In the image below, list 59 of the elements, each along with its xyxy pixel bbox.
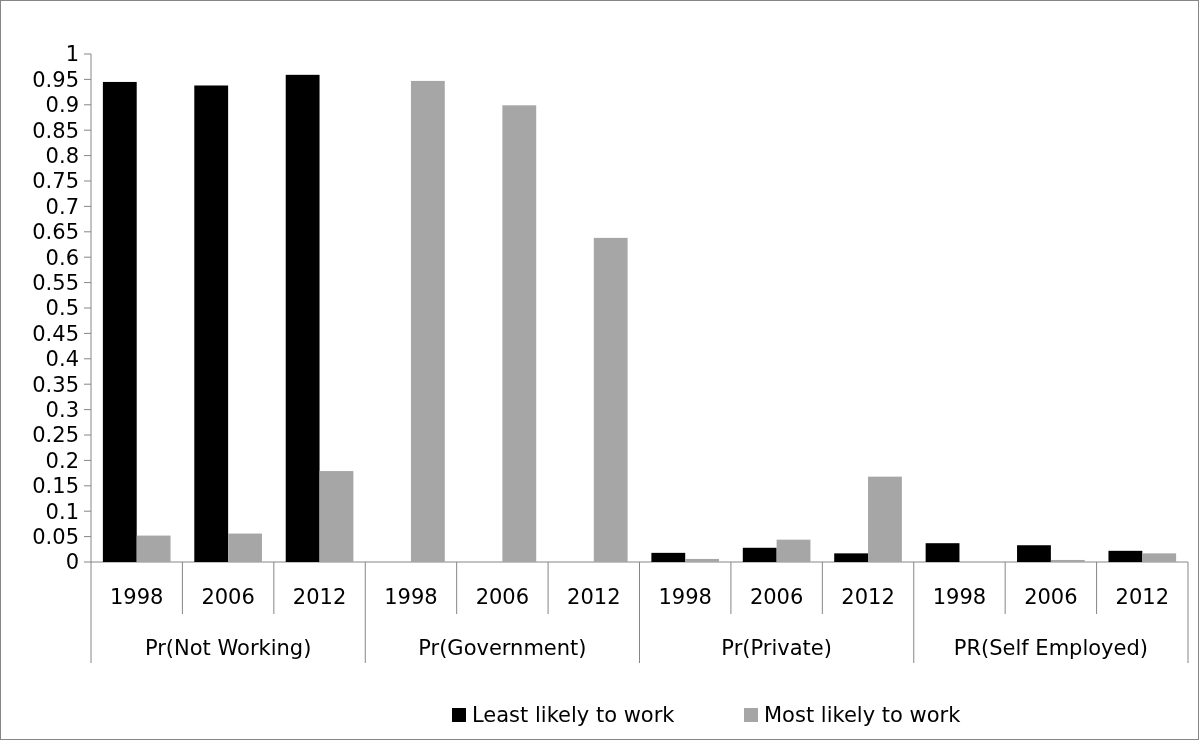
bar bbox=[102, 81, 137, 562]
y-tick-label: 0.7 bbox=[45, 194, 79, 219]
bar bbox=[651, 552, 686, 562]
y-tick-label: 0.3 bbox=[45, 397, 79, 422]
bar bbox=[593, 237, 628, 562]
y-tick-label: 0.65 bbox=[32, 220, 79, 245]
bar bbox=[834, 553, 869, 562]
x-tick-label: 2006 bbox=[749, 585, 804, 610]
bar bbox=[776, 539, 811, 562]
y-tick-label: 0 bbox=[65, 550, 79, 575]
bar bbox=[228, 533, 262, 562]
bar bbox=[925, 543, 960, 562]
y-tick-label: 0.15 bbox=[32, 474, 79, 499]
bar bbox=[1142, 553, 1177, 562]
bar bbox=[1017, 545, 1051, 562]
y-tick-label: 0.55 bbox=[32, 270, 79, 295]
x-tick-label: 2012 bbox=[567, 585, 621, 610]
bar bbox=[1050, 559, 1085, 562]
y-tick-label: 0.8 bbox=[45, 143, 79, 168]
y-tick-label: 0.05 bbox=[32, 524, 79, 549]
y-tick-label: 0.2 bbox=[45, 448, 79, 473]
x-tick-label: 1998 bbox=[932, 585, 987, 610]
y-tick-label: 0.75 bbox=[32, 169, 79, 194]
x-tick-label: 2012 bbox=[841, 585, 895, 610]
y-tick-label: 0.35 bbox=[32, 372, 79, 397]
y-tick-label: 0.95 bbox=[32, 67, 79, 92]
y-tick-label: 1 bbox=[65, 42, 79, 67]
bar bbox=[868, 476, 902, 562]
text: Pr(Private) bbox=[721, 636, 832, 661]
x-tick-label: 2012 bbox=[1115, 585, 1170, 610]
x-tick-label: 1998 bbox=[109, 585, 164, 610]
text: PR(Self Employed) bbox=[953, 636, 1148, 661]
bar bbox=[136, 535, 171, 562]
x-tick-label: 2012 bbox=[292, 585, 347, 610]
x-tick-label: 2006 bbox=[475, 585, 530, 610]
y-tick-label: 0.5 bbox=[45, 296, 79, 321]
text: Pr(Not Working) bbox=[144, 636, 312, 661]
x-tick-label: 2006 bbox=[1024, 585, 1078, 610]
bar bbox=[410, 80, 445, 562]
bar bbox=[285, 74, 320, 562]
y-tick-label: 0.85 bbox=[32, 118, 79, 143]
text: Pr(Government) bbox=[418, 636, 587, 661]
legend-label: Least likely to work bbox=[472, 703, 676, 728]
bar bbox=[502, 105, 537, 562]
x-tick-label: 1998 bbox=[384, 585, 438, 610]
bar bbox=[194, 85, 229, 562]
y-tick-label: 0.25 bbox=[32, 423, 79, 448]
bar bbox=[742, 547, 777, 562]
y-tick-label: 0.9 bbox=[45, 93, 79, 118]
x-tick-label: 1998 bbox=[658, 585, 712, 610]
y-tick-label: 0.45 bbox=[32, 321, 79, 346]
y-tick-label: 0.4 bbox=[45, 347, 79, 372]
legend-label: Most likely to work bbox=[764, 703, 962, 728]
y-tick-label: 0.1 bbox=[45, 499, 79, 524]
y-tick-label: 0.6 bbox=[45, 245, 79, 270]
bar bbox=[685, 558, 720, 562]
x-tick-label: 2006 bbox=[201, 585, 255, 610]
bar bbox=[1108, 550, 1143, 562]
bar bbox=[319, 471, 354, 562]
